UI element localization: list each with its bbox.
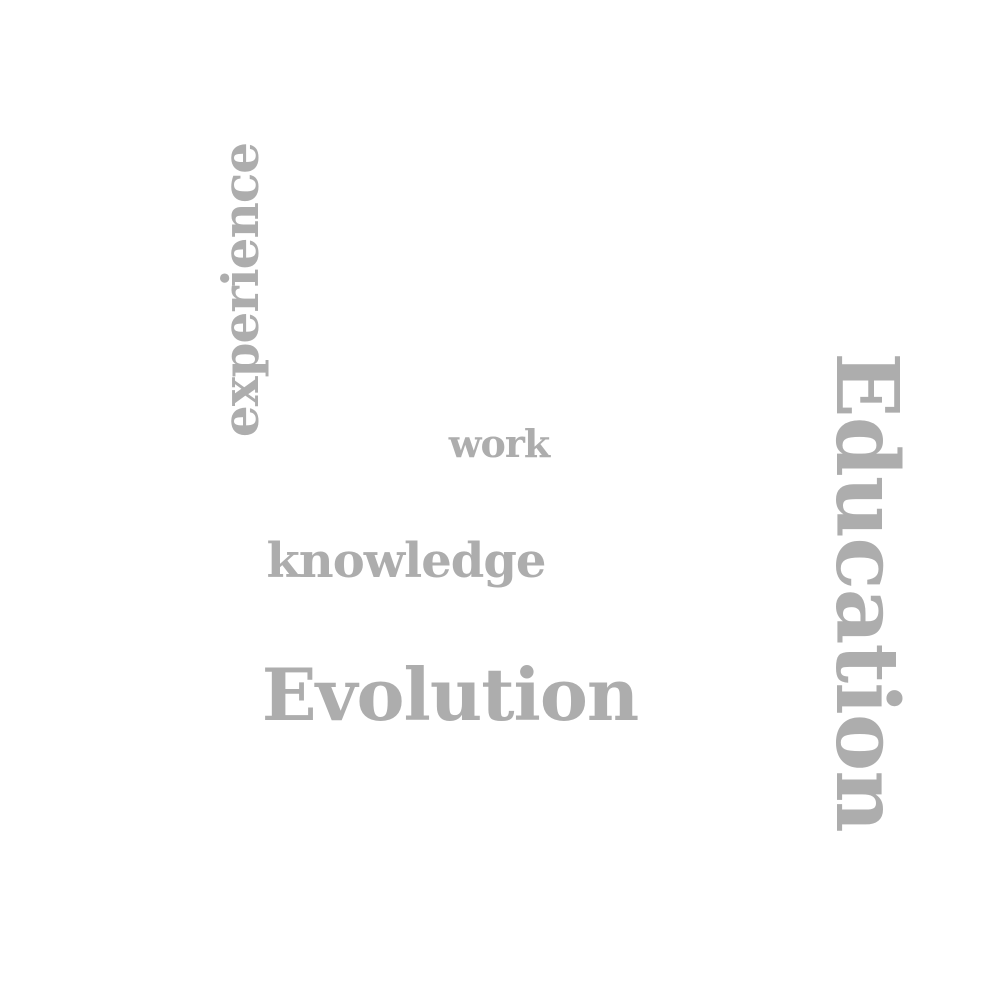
word-experience: experience [211,142,270,438]
word-work: work [448,421,550,466]
word-education: Education [816,352,917,832]
word-knowledge: knowledge [266,533,547,589]
word-evolution: Evolution [261,652,639,737]
